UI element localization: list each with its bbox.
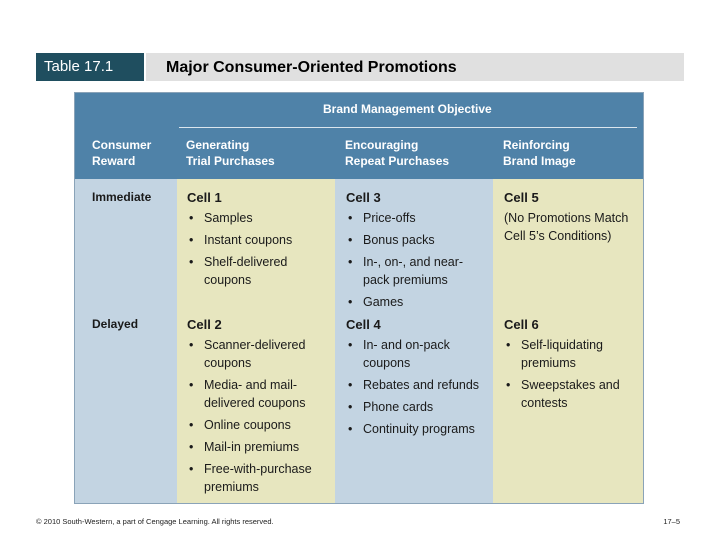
header-line: Trial Purchases (186, 154, 275, 168)
cell-list: Self-liquidating premiums Sweepstakes an… (504, 336, 639, 412)
list-item: Samples (187, 209, 332, 227)
list-item: Media- and mail-delivered coupons (187, 376, 332, 412)
list-item: Shelf-delivered coupons (187, 253, 332, 289)
cell-text: (No Promotions Match Cell 5’s Conditions… (504, 211, 629, 243)
row-label-delayed: Delayed (92, 317, 139, 331)
table-header: Brand Management Objective Consumer Rewa… (75, 93, 643, 179)
list-item: Instant coupons (187, 231, 332, 249)
slide-title: Major Consumer-Oriented Promotions (146, 53, 684, 81)
table-number-label: Table 17.1 (36, 53, 144, 81)
repeat-header: Encouraging Repeat Purchases (345, 137, 449, 169)
list-item: In-, on-, and near-pack premiums (346, 253, 486, 289)
cell-2: Cell 2 Scanner-delivered coupons Media- … (187, 316, 332, 500)
trial-header: Generating Trial Purchases (186, 137, 275, 169)
list-item: Price-offs (346, 209, 486, 227)
brand-image-header: Reinforcing Brand Image (503, 137, 576, 169)
cell-4: Cell 4 In- and on-pack coupons Rebates a… (346, 316, 486, 442)
list-item: Scanner-delivered coupons (187, 336, 332, 372)
cell-1: Cell 1 Samples Instant coupons Shelf-del… (187, 189, 332, 293)
header-line: Generating (186, 138, 250, 152)
cell-5: Cell 5 (No Promotions Match Cell 5’s Con… (504, 189, 639, 245)
list-item: Rebates and refunds (346, 376, 486, 394)
list-item: In- and on-pack coupons (346, 336, 486, 372)
header-line: Brand Image (503, 154, 576, 168)
cell-title: Cell 5 (504, 190, 539, 205)
page-number: 17–5 (663, 517, 680, 526)
list-item: Online coupons (187, 416, 332, 434)
list-item: Free-with-purchase premiums (187, 460, 332, 496)
header-line: Repeat Purchases (345, 154, 450, 168)
cell-6: Cell 6 Self-liquidating premiums Sweepst… (504, 316, 639, 416)
list-item: Sweepstakes and contests (504, 376, 639, 412)
list-item: Self-liquidating premiums (504, 336, 639, 372)
cell-3: Cell 3 Price-offs Bonus packs In-, on-, … (346, 189, 486, 315)
consumer-reward-header: Consumer Reward (92, 137, 151, 169)
list-item: Phone cards (346, 398, 486, 416)
list-item: Bonus packs (346, 231, 486, 249)
list-item: Continuity programs (346, 420, 486, 438)
list-item: Mail-in premiums (187, 438, 332, 456)
header-line: Consumer (92, 138, 152, 152)
objective-header: Brand Management Objective (323, 102, 492, 116)
cell-title: Cell 3 (346, 190, 381, 205)
promotions-table: Brand Management Objective Consumer Rewa… (74, 92, 644, 504)
cell-title: Cell 6 (504, 317, 539, 332)
cell-title: Cell 4 (346, 317, 381, 332)
header-line: Reward (92, 154, 136, 168)
header-divider (179, 127, 637, 128)
cell-list: In- and on-pack coupons Rebates and refu… (346, 336, 486, 438)
header-line: Reinforcing (503, 138, 570, 152)
cell-title: Cell 1 (187, 190, 222, 205)
cell-list: Scanner-delivered coupons Media- and mai… (187, 336, 332, 496)
cell-title: Cell 2 (187, 317, 222, 332)
copyright-notice: © 2010 South-Western, a part of Cengage … (36, 517, 274, 526)
cell-list: Samples Instant coupons Shelf-delivered … (187, 209, 332, 289)
row-label-immediate: Immediate (92, 190, 152, 204)
list-item: Games (346, 293, 486, 311)
reward-column (75, 179, 177, 503)
cell-list: Price-offs Bonus packs In-, on-, and nea… (346, 209, 486, 311)
header-line: Encouraging (345, 138, 419, 152)
